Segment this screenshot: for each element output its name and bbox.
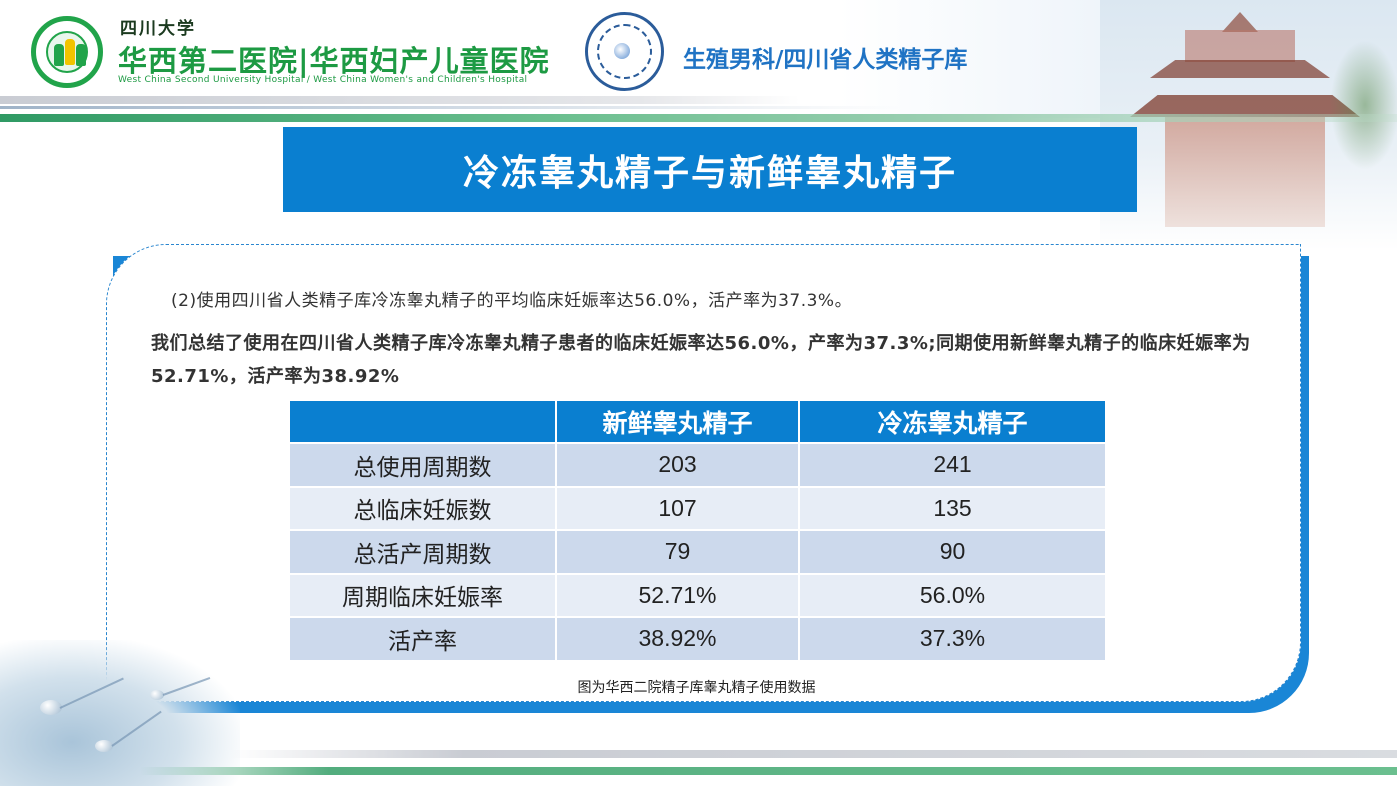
pagoda-top [1185,30,1295,62]
university-name: 四川大学 [120,19,196,39]
sperm-head-decoration [150,690,164,700]
sperm-bank-logo-ring [597,24,652,79]
row-label: 总使用周期数 [290,443,557,488]
table-header-row: 新鲜睾丸精子 冷冻睾丸精子 [290,401,1105,444]
fresh-value: 203 [556,443,800,488]
paragraph-summary: (2)使用四川省人类精子库冷冻睾丸精子的平均临床妊娠率达56.0%，活产率为37… [171,291,853,311]
frozen-value: 56.0% [799,573,1105,618]
table-caption-text: 图为华西二院精子库睾丸精子使用数据 [577,680,816,696]
row-label: 总临床妊娠数 [290,486,557,531]
sperm-head-decoration [40,700,62,715]
frozen-value: 135 [799,486,1105,531]
hospital-english-name: West China Second University Hospital / … [118,75,528,85]
fresh-value: 79 [556,530,800,575]
table-header-fresh: 新鲜睾丸精子 [556,401,800,444]
table-header-corner [290,401,557,444]
fresh-value: 107 [556,486,800,531]
header-stripe-thin [0,106,900,109]
hospital-name: 华西第二医院|华西妇产儿童医院 [118,44,550,78]
slide-title: 冷冻睾丸精子与新鲜睾丸精子 [462,152,957,194]
department-name: 生殖男科/四川省人类精子库 [683,47,968,73]
header-stripe-green [0,114,1397,122]
data-table: 新鲜睾丸精子 冷冻睾丸精子 总使用周期数 203 241 总临床妊娠数 107 … [290,401,1105,662]
pagoda-roof-upper [1150,60,1330,78]
row-label: 周期临床妊娠率 [290,573,557,618]
frozen-value: 37.3% [799,617,1105,662]
hospital-logo-icon [31,16,103,88]
pagoda-roof-lower [1130,95,1360,117]
logo-figure [76,44,86,66]
tree-decoration [1330,40,1397,170]
table-caption: 图为华西二院精子库睾丸精子使用数据 [0,677,1397,697]
header-stripe [0,96,800,104]
title-banner: 冷冻睾丸精子与新鲜睾丸精子 [283,127,1137,212]
table-row: 总使用周期数 203 241 [290,443,1105,488]
fresh-value: 38.92% [556,617,800,662]
row-label: 活产率 [290,617,557,662]
sperm-bank-logo-icon [585,12,664,91]
row-label: 总活产周期数 [290,530,557,575]
hospital-logo-inner [46,31,88,73]
sperm-head-decoration [95,740,113,752]
footer-stripe [230,750,1397,758]
sperm-bank-logo-dot [614,43,630,59]
logo-figure [54,44,64,66]
fresh-value: 52.71% [556,573,800,618]
footer-stripe-green [140,767,1397,775]
table-header-frozen: 冷冻睾丸精子 [799,401,1105,444]
logo-figure [65,39,75,65]
frozen-value: 241 [799,443,1105,488]
table-row: 周期临床妊娠率 52.71% 56.0% [290,573,1105,618]
pagoda-body [1165,117,1325,227]
table-row: 活产率 38.92% 37.3% [290,617,1105,662]
frozen-value: 90 [799,530,1105,575]
table-row: 总活产周期数 79 90 [290,530,1105,575]
paragraph-detail: 我们总结了使用在四川省人类精子库冷冻睾丸精子患者的临床妊娠率达56.0%，产率为… [151,333,1251,387]
table-row: 总临床妊娠数 107 135 [290,486,1105,531]
sperm-decoration [0,640,240,786]
